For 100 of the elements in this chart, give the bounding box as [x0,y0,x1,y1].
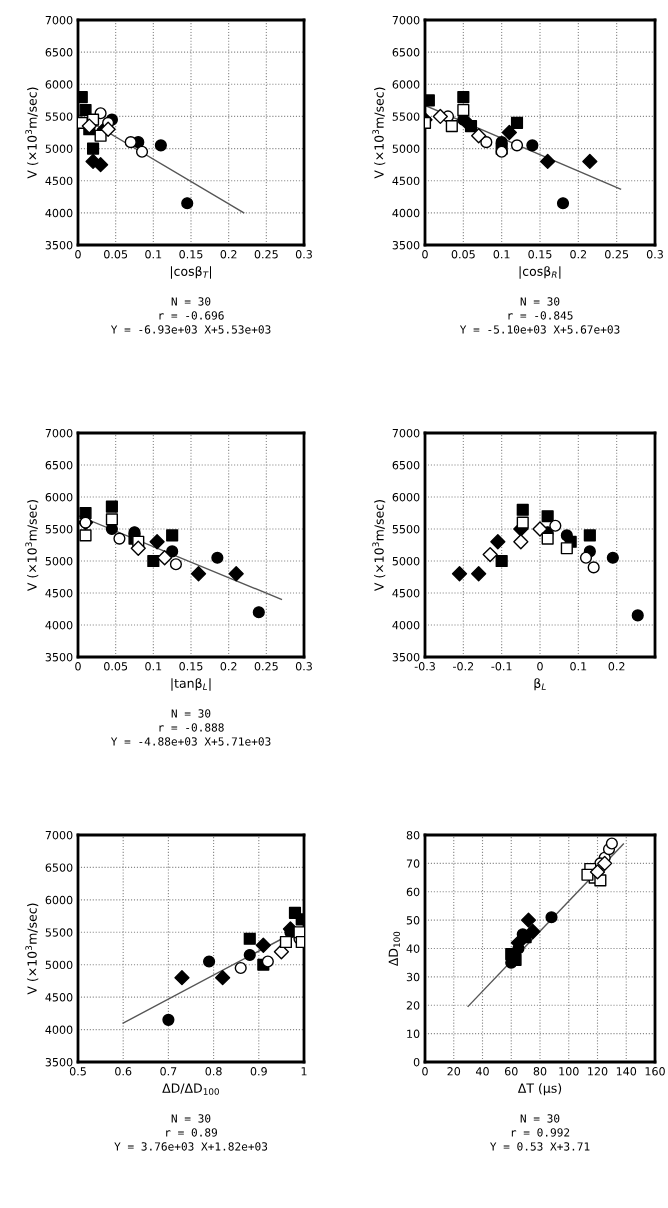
y-tick-label: 6000 [45,895,73,905]
y-tick-label: 3500 [392,652,420,662]
y-tick-label: 4000 [45,208,73,218]
y-tick-label: 5000 [392,556,420,566]
y-tick-label: 7000 [45,428,73,438]
x-tick-label: 40 [475,1067,489,1076]
x-tick-label: 140 [616,1067,637,1076]
x-tick-label: 60 [504,1067,518,1076]
x-tick-label: 0.2 [608,662,625,671]
text: Y = -6.93e+03 X+5.53e+03 [110,325,271,334]
x-tick-label: 0.2 [570,250,587,259]
y-tick-label: 7000 [45,15,73,25]
y-tick-label: 6000 [392,492,420,502]
x-tick-label: -0.3 [414,662,435,671]
y-tick-label: 4500 [392,588,420,598]
x-tick-label: 0.05 [451,250,475,259]
y-tick-label: 40 [406,944,420,953]
y-tick-label: 5500 [45,524,73,534]
x-tick-label: -0.1 [491,662,512,671]
y-tick-label: 4500 [45,176,73,186]
y-axis-title: V (×10$^{3}$m/sec) [372,87,386,179]
y-tick-label: 70 [406,859,420,868]
y-tick-label: 7000 [392,428,420,438]
text: N = 30 [171,297,211,306]
x-axis-title: |cosβ$_{R}$| [519,266,561,279]
x-axis-title: β$_{L}$ [534,678,546,691]
y-tick-label: 6500 [392,48,420,57]
y-tick-label: 50 [406,916,420,925]
x-axis-title: |cosβ$_{T}$| [170,266,212,279]
x-axis-title: ΔT (μs) [517,1083,562,1096]
y-tick-label: 4000 [392,208,420,218]
y-tick-label: 0 [413,1057,420,1067]
text: Y = -5.10e+03 X+5.67e+03 [459,325,620,334]
y-tick-label: 6000 [392,80,420,89]
y-axis-title: ΔD$_{100}$ [388,931,401,967]
y-tick-label: 7000 [392,15,420,25]
y-tick-label: 6500 [45,460,73,470]
y-tick-label: 30 [406,972,420,982]
x-tick-label: -0.2 [453,662,474,671]
y-tick-label: 20 [406,1001,420,1010]
text: N = 30 [520,1114,560,1123]
y-tick-label: 6000 [45,492,73,502]
text: Y = 3.76e+03 X+1.82e+03 [114,1142,268,1151]
x-tick-label: 0.9 [250,1067,267,1076]
text: N = 30 [171,709,211,718]
text: Y = 0.53 X+3.71 [490,1142,590,1151]
y-tick-label: 6500 [45,863,73,872]
x-tick-label: 0.3 [295,250,312,259]
y-tick-label: 5500 [392,524,420,534]
x-tick-label: 0.25 [254,662,278,671]
y-axis-title: V (×10$^{3}$m/sec) [372,500,386,592]
y-tick-label: 5500 [45,928,73,937]
x-tick-label: 80 [533,1067,547,1076]
x-tick-label: 0 [422,250,428,259]
y-tick-label: 5000 [45,960,73,970]
y-tick-label: 10 [407,1029,420,1038]
x-tick-label: 0.3 [295,662,312,671]
x-axis-title: |tanβ$_{L}$| [171,678,211,691]
y-tick-label: 3500 [45,652,73,662]
y-tick-label: 4500 [45,588,73,598]
y-tick-label: 5000 [392,144,420,153]
y-tick-label: 4000 [45,620,73,630]
y-tick-label: 3500 [392,240,420,250]
x-tick-label: 0.1 [493,250,510,259]
y-tick-label: 3500 [45,1057,73,1067]
y-axis-title: V (×10$^{3}$m/sec) [25,500,39,592]
x-axis-title: ΔD/ΔD$_{100}$ [162,1083,219,1095]
y-tick-label: 4000 [45,1025,73,1034]
x-tick-label: 0.25 [254,250,278,259]
x-tick-label: 0.3 [646,250,663,259]
y-tick-label: 3500 [45,240,73,250]
text: N = 30 [520,297,560,306]
y-tick-label: 4500 [45,993,73,1002]
y-tick-label: 6500 [392,460,420,470]
y-tick-label: 7000 [45,830,73,840]
x-tick-label: 0 [75,662,81,671]
y-tick-label: 6500 [45,48,73,57]
y-tick-label: 80 [406,830,420,840]
x-tick-label: 0.2 [220,662,237,671]
x-tick-label: 0 [422,1067,428,1076]
y-tick-label: 5500 [392,112,420,121]
text: r = -0.845 [508,311,573,320]
x-tick-label: 0.7 [160,1067,177,1076]
text: N = 30 [171,1114,211,1123]
y-tick-label: 5000 [45,144,73,153]
y-tick-label: 5500 [45,112,73,121]
x-tick-label: 100 [559,1067,579,1076]
y-axis-title: V (×10$^{3}$m/sec) [25,903,39,995]
text: r = -0.696 [159,311,224,320]
text: r = 0.89 [166,1128,217,1137]
x-tick-label: 0.1 [145,662,162,671]
x-tick-label: 0.25 [605,250,629,259]
y-axis-title: V (×10$^{3}$m/sec) [25,87,39,179]
x-tick-label: 0.2 [220,250,237,259]
x-tick-label: 0.5 [69,1067,86,1076]
x-tick-label: 0.1 [570,662,587,671]
x-tick-label: 0.15 [179,250,203,259]
x-tick-label: 0.6 [115,1067,132,1076]
y-tick-label: 4500 [392,176,420,186]
text: r = 0.992 [511,1128,570,1137]
